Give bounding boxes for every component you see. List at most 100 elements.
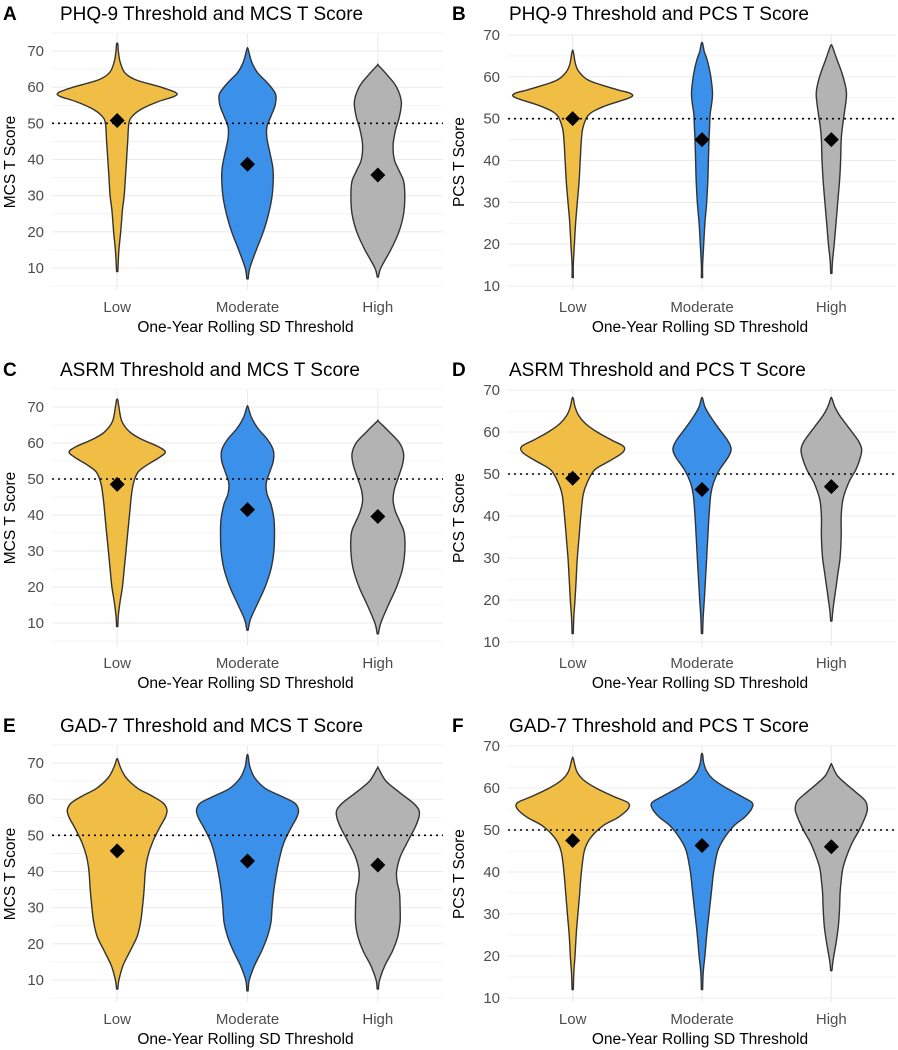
x-tick-label: Moderate <box>670 655 733 672</box>
panel-letter: B <box>452 4 466 25</box>
x-tick-label: Low <box>559 655 587 672</box>
y-axis-title: MCS T Score <box>2 828 19 920</box>
y-axis-title: PCS T Score <box>451 117 468 207</box>
y-tick-label: 10 <box>483 634 500 651</box>
y-tick-label: 40 <box>27 507 44 524</box>
panel-f: 10 20 30 40 50 60 70 Low Moderate High One-Year Ro… <box>451 716 896 1048</box>
mean-marker-low <box>109 843 125 859</box>
y-tick-label: 70 <box>483 27 500 44</box>
panel-title: GAD-7 Threshold and MCS T Score <box>60 716 363 737</box>
panel-letter: F <box>452 716 464 737</box>
panel-title: ASRM Threshold and PCS T Score <box>509 360 806 381</box>
y-tick-label: 30 <box>483 906 500 923</box>
x-tick-label: Low <box>559 1011 587 1028</box>
y-tick-label: 50 <box>27 115 44 132</box>
y-tick-label: 10 <box>483 990 500 1007</box>
y-tick-label: 60 <box>27 435 44 452</box>
mean-marker-high <box>370 508 386 524</box>
mean-marker-moderate <box>694 482 710 498</box>
mean-marker-low <box>565 470 581 486</box>
x-tick-label: Moderate <box>216 655 279 672</box>
violin-high <box>350 419 406 635</box>
panel-title: PHQ-9 Threshold and PCS T Score <box>509 4 809 25</box>
violin-moderate <box>219 404 276 631</box>
violin-high <box>794 762 869 972</box>
y-tick-label: 50 <box>483 111 500 128</box>
panel-title: PHQ-9 Threshold and MCS T Score <box>60 4 363 25</box>
mean-marker-high <box>370 167 386 183</box>
y-tick-label: 40 <box>483 153 500 170</box>
y-tick-label: 30 <box>483 550 500 567</box>
y-tick-label: 70 <box>27 43 44 60</box>
panel-letter: D <box>452 360 466 381</box>
y-tick-label: 60 <box>27 791 44 808</box>
y-tick-label: 20 <box>27 579 44 596</box>
y-tick-label: 20 <box>27 224 44 241</box>
mean-marker-low <box>565 111 581 127</box>
mean-marker-high <box>823 132 839 148</box>
x-axis-title: One-Year Rolling SD Threshold <box>592 319 808 336</box>
x-tick-label: Moderate <box>670 299 733 316</box>
x-tick-label: High <box>362 1011 393 1028</box>
y-tick-label: 20 <box>483 948 500 965</box>
panel-d: 10 20 30 40 50 60 70 Low Moderate High One-Year Ro… <box>451 360 896 692</box>
y-tick-label: 10 <box>27 972 44 989</box>
x-tick-label: Low <box>103 655 131 672</box>
mean-marker-moderate <box>240 853 255 869</box>
x-tick-label: High <box>816 1011 847 1028</box>
x-tick-label: Low <box>559 299 587 316</box>
x-tick-label: Moderate <box>670 1011 733 1028</box>
x-tick-label: High <box>816 655 847 672</box>
violin-low <box>519 396 626 635</box>
x-tick-label: Moderate <box>216 1011 279 1028</box>
x-tick-label: High <box>362 299 393 316</box>
violin-low <box>56 42 178 273</box>
y-tick-label: 20 <box>27 936 44 953</box>
y-tick-label: 60 <box>483 69 500 86</box>
x-tick-label: Low <box>103 1011 131 1028</box>
y-tick-label: 70 <box>27 755 44 772</box>
y-tick-label: 50 <box>483 822 500 839</box>
violin-moderate <box>195 753 300 992</box>
y-tick-label: 40 <box>483 864 500 881</box>
mean-marker-moderate <box>240 502 255 518</box>
violin-low <box>511 49 634 279</box>
violin-low <box>68 398 166 628</box>
x-tick-label: Moderate <box>216 299 279 316</box>
y-tick-label: 50 <box>27 471 44 488</box>
y-tick-label: 60 <box>483 780 500 797</box>
y-tick-label: 30 <box>27 188 44 205</box>
violin-low <box>66 757 168 990</box>
y-tick-label: 70 <box>483 382 500 399</box>
y-tick-label: 30 <box>27 543 44 560</box>
x-axis-title: One-Year Rolling SD Threshold <box>592 1031 808 1048</box>
panel-title: ASRM Threshold and MCS T Score <box>60 360 360 381</box>
violin-low <box>515 756 631 991</box>
y-tick-label: 50 <box>27 827 44 844</box>
y-axis-title: PCS T Score <box>451 473 468 563</box>
y-axis-title: MCS T Score <box>2 116 19 208</box>
violin-moderate <box>650 752 754 991</box>
panel-a: 10 20 30 40 50 60 70 Low Moderate High One-Year Ro… <box>2 4 443 336</box>
y-tick-label: 10 <box>27 615 44 632</box>
mean-marker-high <box>370 857 386 873</box>
mean-marker-high <box>823 839 839 855</box>
violin-moderate <box>690 41 714 279</box>
mean-marker-moderate <box>694 132 710 148</box>
y-tick-label: 30 <box>27 900 44 917</box>
panel-letter: A <box>3 4 17 25</box>
violin-high <box>815 43 848 275</box>
panel-b: 10 20 30 40 50 60 70 Low Moderate High One-Year Ro… <box>451 4 896 336</box>
x-axis-title: One-Year Rolling SD Threshold <box>592 675 808 692</box>
y-tick-label: 70 <box>483 738 500 755</box>
x-tick-label: High <box>362 655 393 672</box>
x-axis-title: One-Year Rolling SD Threshold <box>137 675 353 692</box>
panel-title: GAD-7 Threshold and PCS T Score <box>509 716 809 737</box>
y-tick-label: 10 <box>483 278 500 295</box>
mean-marker-moderate <box>240 156 255 172</box>
y-tick-label: 50 <box>483 466 500 483</box>
y-tick-label: 60 <box>483 424 500 441</box>
panel-letter: E <box>3 716 16 737</box>
y-tick-label: 40 <box>27 152 44 169</box>
